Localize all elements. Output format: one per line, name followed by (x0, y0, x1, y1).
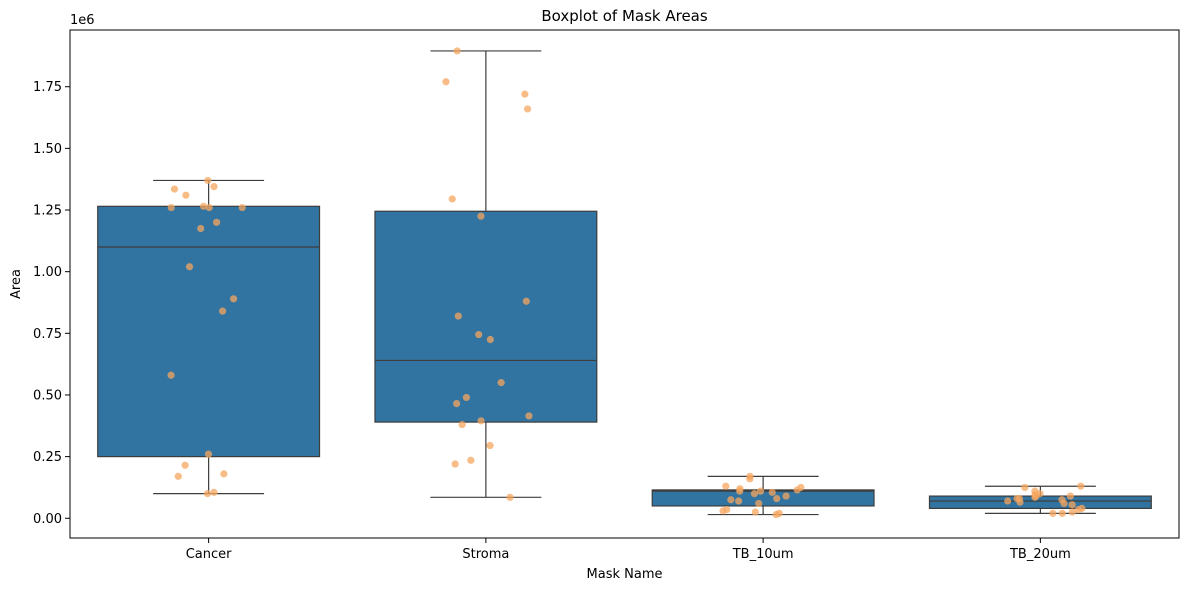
data-point (736, 487, 744, 495)
data-point (1031, 493, 1039, 501)
data-point (218, 307, 227, 315)
data-point (751, 508, 759, 516)
data-point (199, 202, 208, 210)
y-tick-label: 1.00 (33, 265, 62, 280)
y-tick-label: 1.50 (33, 142, 62, 157)
data-point (205, 203, 213, 212)
y-axis-offset-label: 1e6 (70, 13, 95, 28)
data-point (522, 297, 530, 305)
data-point (1068, 501, 1076, 509)
y-tick-label: 0.50 (33, 388, 62, 403)
chart-title: Boxplot of Mask Areas (541, 7, 708, 25)
data-point (477, 212, 485, 220)
data-point (727, 496, 735, 504)
data-point (486, 441, 494, 450)
x-tick-label: TB_20um (1009, 547, 1071, 562)
data-point (750, 490, 759, 498)
data-point (229, 295, 238, 303)
y-tick-label: 0.75 (33, 327, 62, 342)
data-point (793, 486, 801, 494)
data-point (782, 492, 790, 500)
data-point (1060, 499, 1068, 508)
data-point (197, 224, 205, 233)
data-point (1016, 498, 1024, 506)
data-point (181, 461, 189, 469)
data-point (1058, 509, 1066, 517)
y-tick-label: 1.75 (33, 80, 62, 95)
data-point (1068, 508, 1076, 516)
data-point (746, 475, 754, 483)
x-tick-label: TB_10um (732, 547, 794, 562)
data-point (442, 78, 450, 86)
data-point (174, 472, 182, 480)
data-point (210, 488, 218, 496)
data-point (772, 510, 780, 519)
data-point (210, 182, 218, 191)
data-point (238, 203, 246, 212)
data-point (523, 105, 532, 113)
box-Stroma (374, 210, 598, 423)
data-point (477, 417, 485, 425)
data-point (451, 460, 459, 468)
data-point (212, 218, 221, 226)
data-point (521, 90, 529, 98)
data-point (204, 450, 213, 458)
data-point (756, 487, 765, 495)
y-tick-label: 0.00 (33, 512, 62, 527)
data-point (525, 412, 533, 420)
data-point (454, 312, 462, 320)
data-point (204, 176, 212, 185)
data-point (1004, 497, 1012, 505)
data-point (722, 482, 730, 490)
data-point (467, 456, 475, 464)
data-point (497, 379, 505, 387)
data-point (1066, 492, 1075, 500)
data-point (203, 490, 212, 498)
plot-area: 0.00 0.25 0.50 0.75 1.00 1.25 1.50 1.75 Cancer St… (33, 47, 1152, 562)
data-point (735, 497, 743, 505)
data-point (167, 203, 175, 212)
data-point (167, 371, 175, 379)
plot-frame (69, 29, 1180, 539)
data-point (506, 493, 514, 501)
data-point (185, 263, 194, 271)
data-point (1077, 482, 1085, 490)
data-point (462, 393, 471, 402)
data-point (1049, 509, 1057, 517)
data-point (773, 494, 781, 503)
data-point (458, 420, 466, 429)
x-tick-label: Cancer (186, 547, 232, 562)
box-Cancer (97, 205, 321, 458)
data-point (453, 47, 461, 55)
y-axis-title: Area (9, 269, 24, 299)
data-point (220, 470, 228, 478)
data-point (1074, 506, 1082, 514)
data-point (719, 507, 727, 515)
y-tick-label: 1.25 (33, 204, 62, 219)
box-TB_20um (928, 495, 1152, 510)
data-point (170, 185, 179, 193)
data-point (448, 195, 456, 203)
data-point (182, 191, 190, 199)
y-tick-label: 0.25 (33, 450, 62, 465)
data-point (486, 335, 494, 344)
data-point (755, 499, 763, 508)
x-axis-title: Mask Name (587, 567, 663, 582)
data-point (768, 488, 776, 496)
data-point (475, 330, 483, 339)
data-point (1021, 483, 1029, 492)
x-tick-label: Stroma (462, 547, 509, 562)
data-point (453, 400, 461, 408)
